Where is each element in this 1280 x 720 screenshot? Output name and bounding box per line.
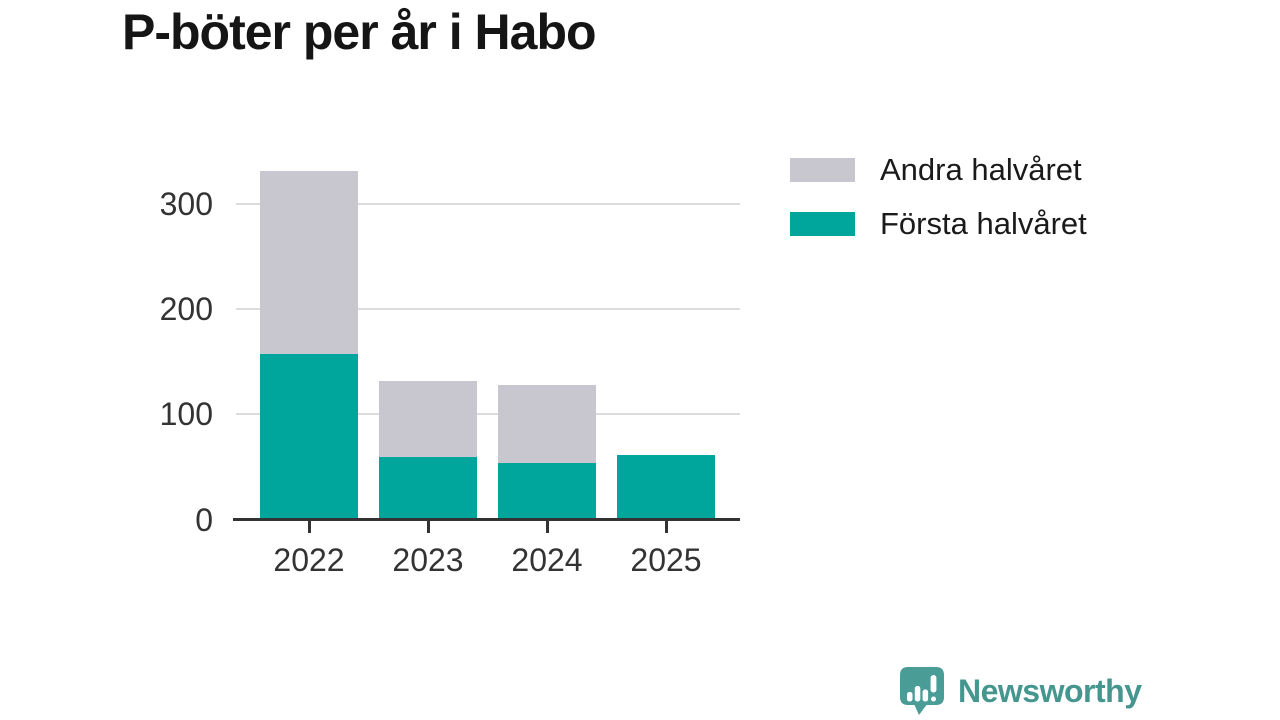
gridline [236, 307, 740, 310]
newsworthy-logo-text: Newsworthy [958, 672, 1142, 709]
x-axis-tick-label: 2023 [392, 542, 464, 578]
x-axis-tick [308, 521, 311, 533]
newsworthy-logo-icon [900, 667, 944, 715]
x-axis-tick [665, 521, 668, 533]
y-axis-tick-label: 0 [195, 501, 213, 538]
x-axis-tick-label: 2024 [511, 542, 583, 578]
x-axis-tick-label: 2022 [273, 542, 345, 578]
y-axis-tick-label: 300 [159, 185, 213, 222]
legend-item: Första halvåret [790, 208, 1087, 239]
x-axis-tick-label: 2025 [630, 542, 702, 578]
x-axis-line [233, 518, 740, 521]
gridline [236, 202, 740, 205]
newsworthy-logo: Newsworthy [898, 666, 1142, 716]
bar-segment-2025 [617, 455, 715, 518]
bar-segment-2023 [379, 381, 477, 457]
y-axis-tick-label: 100 [159, 396, 213, 433]
bar-segment-2024 [498, 463, 596, 518]
legend-item: Andra halvåret [790, 154, 1087, 185]
legend: Andra halvåret Första halvåret [790, 154, 1087, 239]
bar-segment-2023 [379, 457, 477, 518]
y-axis-tick-label: 200 [159, 290, 213, 327]
chart-title: P-böter per år i Habo [122, 4, 597, 60]
x-axis-tick [427, 521, 430, 533]
legend-label: Andra halvåret [880, 152, 1082, 187]
legend-label: Första halvåret [880, 206, 1087, 241]
gridline [236, 413, 740, 416]
legend-swatch [790, 211, 855, 236]
legend-swatch [790, 157, 855, 182]
bar-segment-2022 [260, 171, 358, 354]
bar-segment-2024 [498, 385, 596, 463]
bar-segment-2022 [260, 354, 358, 518]
x-axis-tick [546, 521, 549, 533]
